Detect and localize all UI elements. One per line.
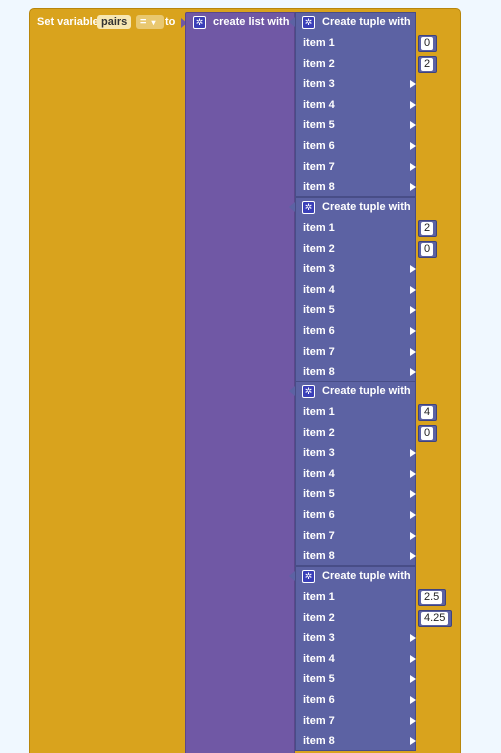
number-block[interactable]: 2.5 <box>418 589 446 606</box>
tuple-item-label: item 1 <box>303 591 335 603</box>
set-variable-label: Set variable <box>37 16 99 28</box>
number-field[interactable]: 2 <box>421 222 434 235</box>
tuple-item-label: item 7 <box>303 530 335 542</box>
item-input-connector <box>410 675 416 683</box>
tuple-item-label: item 2 <box>303 58 335 70</box>
item-input-connector <box>410 449 416 457</box>
tuple-item-label: item 2 <box>303 427 335 439</box>
tuple-item-label: item 3 <box>303 447 335 459</box>
number-block[interactable]: 4.25 <box>418 610 452 627</box>
number-block[interactable]: 2 <box>418 220 437 237</box>
tuple-item-label: item 4 <box>303 284 335 296</box>
item-input-connector <box>410 655 416 663</box>
tuple-item-label: item 2 <box>303 243 335 255</box>
item-input-connector <box>410 163 416 171</box>
gear-icon[interactable]: ✲ <box>302 570 315 583</box>
create-list-block[interactable]: ✲ create list with <box>185 12 295 753</box>
item-input-connector <box>410 327 416 335</box>
tuple-item-label: item 4 <box>303 99 335 111</box>
tuple-item-label: item 3 <box>303 78 335 90</box>
tuple-item-label: item 7 <box>303 346 335 358</box>
number-field[interactable]: 4.25 <box>421 612 449 625</box>
number-field[interactable]: 4 <box>421 406 434 419</box>
item-input-connector <box>410 80 416 88</box>
number-block[interactable]: 2 <box>418 56 437 73</box>
item-input-connector <box>410 511 416 519</box>
number-field[interactable]: 0 <box>421 243 434 256</box>
tuple-item-label: item 8 <box>303 735 335 747</box>
create-tuple-block[interactable]: ✲ Create tuple with item 1 0 item 2 2 item 3 it… <box>289 12 437 197</box>
tuple-item-label: item 7 <box>303 161 335 173</box>
tuple-title: Create tuple with <box>322 570 411 582</box>
tuple-item-label: item 6 <box>303 509 335 521</box>
item-input-connector <box>410 532 416 540</box>
tuple-item-label: item 7 <box>303 715 335 727</box>
create-list-label: create list with <box>213 16 290 28</box>
tuple-output-connector <box>289 202 295 212</box>
tuple-item-label: item 5 <box>303 304 335 316</box>
tuple-item-label: item 3 <box>303 263 335 275</box>
tuple-item-label: item 6 <box>303 140 335 152</box>
item-input-connector <box>410 470 416 478</box>
item-input-connector <box>410 265 416 273</box>
item-input-connector <box>410 142 416 150</box>
create-tuple-block[interactable]: ✲ Create tuple with item 1 2.5 item 2 4.25 ite… <box>289 566 452 751</box>
variable-name-field[interactable]: pairs <box>97 15 132 29</box>
to-label: to <box>165 16 176 28</box>
item-input-connector <box>410 717 416 725</box>
tuple-output-connector <box>289 17 295 27</box>
tuple-item-label: item 1 <box>303 37 335 49</box>
number-block[interactable]: 0 <box>418 35 437 52</box>
tuple-output-connector <box>289 386 295 396</box>
tuple-item-label: item 6 <box>303 694 335 706</box>
item-input-connector <box>410 286 416 294</box>
create-tuple-block[interactable]: ✲ Create tuple with item 1 2 item 2 0 item 3 it… <box>289 197 437 382</box>
tuple-item-label: item 1 <box>303 406 335 418</box>
item-input-connector <box>410 696 416 704</box>
number-field[interactable]: 2.5 <box>421 591 443 604</box>
item-input-connector <box>410 552 416 560</box>
tuple-item-label: item 5 <box>303 488 335 500</box>
number-block[interactable]: 4 <box>418 404 437 421</box>
tuple-item-label: item 4 <box>303 468 335 480</box>
tuple-item-label: item 8 <box>303 181 335 193</box>
create-tuple-block[interactable]: ✲ Create tuple with item 1 4 item 2 0 item 3 it… <box>289 381 437 566</box>
number-field[interactable]: 0 <box>421 37 434 50</box>
tuple-title: Create tuple with <box>322 385 411 397</box>
number-field[interactable]: 0 <box>421 427 434 440</box>
number-field[interactable]: 2 <box>421 58 434 71</box>
tuple-item-label: item 2 <box>303 612 335 624</box>
tuple-item-label: item 3 <box>303 632 335 644</box>
gear-icon[interactable]: ✲ <box>302 385 315 398</box>
tuple-item-label: item 5 <box>303 119 335 131</box>
item-input-connector <box>410 368 416 376</box>
tuple-output-connector <box>289 571 295 581</box>
item-input-connector <box>410 634 416 642</box>
item-input-connector <box>410 490 416 498</box>
gear-icon[interactable]: ✲ <box>302 16 315 29</box>
tuple-item-label: item 6 <box>303 325 335 337</box>
tuple-item-label: item 8 <box>303 366 335 378</box>
tuple-title: Create tuple with <box>322 16 411 28</box>
item-input-connector <box>410 121 416 129</box>
number-block[interactable]: 0 <box>418 425 437 442</box>
operator-value: = <box>140 16 147 28</box>
tuple-item-label: item 4 <box>303 653 335 665</box>
item-input-connector <box>410 183 416 191</box>
operator-dropdown[interactable]: = ▾ <box>136 15 164 29</box>
item-input-connector <box>410 306 416 314</box>
number-block[interactable]: 0 <box>418 241 437 258</box>
item-input-connector <box>410 101 416 109</box>
tuple-item-label: item 1 <box>303 222 335 234</box>
value-input-connector <box>181 18 187 28</box>
tuple-item-label: item 8 <box>303 550 335 562</box>
tuple-title: Create tuple with <box>322 201 411 213</box>
item-input-connector <box>410 737 416 745</box>
gear-icon[interactable]: ✲ <box>302 201 315 214</box>
tuple-item-label: item 5 <box>303 673 335 685</box>
item-input-connector <box>410 348 416 356</box>
chevron-down-icon: ▾ <box>151 18 156 27</box>
gear-icon[interactable]: ✲ <box>193 16 206 29</box>
